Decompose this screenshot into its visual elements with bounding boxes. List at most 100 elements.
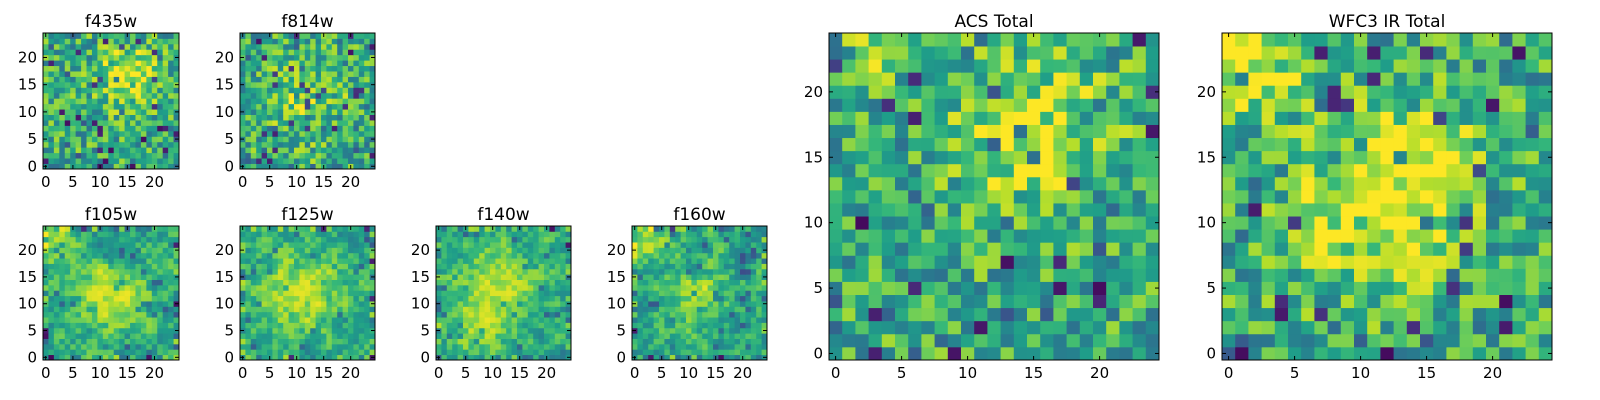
heatmap-cell <box>961 242 975 256</box>
heatmap-cell <box>1354 255 1368 269</box>
heatmap-cell <box>723 317 730 323</box>
heatmap-cell <box>53 306 60 313</box>
heatmap-cell <box>473 354 480 361</box>
heatmap-cell <box>1248 307 1262 322</box>
heatmap-cell <box>140 152 147 159</box>
heatmap-cell <box>1340 189 1355 204</box>
heatmap-cell <box>261 43 268 50</box>
heatmap-cell <box>895 176 909 191</box>
heatmap-cell <box>463 343 469 350</box>
heatmap-cell <box>436 242 442 248</box>
heatmap-cell <box>1512 294 1526 309</box>
heatmap-cell <box>173 317 180 323</box>
x-tick-label: 15 <box>706 364 725 382</box>
heatmap-cell <box>140 268 147 275</box>
heatmap-cell <box>299 163 306 170</box>
heatmap-cell <box>1538 281 1553 295</box>
heatmap-cell <box>1106 72 1120 86</box>
heatmap-cell <box>490 242 496 248</box>
heatmap-cell <box>261 343 268 350</box>
heatmap-cell <box>173 226 180 232</box>
heatmap-cell <box>294 98 300 105</box>
heatmap-cell <box>261 236 268 243</box>
heatmap-cell <box>146 81 153 88</box>
heatmap-cell <box>353 263 360 270</box>
heatmap-cell <box>97 54 104 61</box>
heatmap-cell <box>669 349 676 356</box>
heatmap-cell <box>288 147 295 154</box>
heatmap-cell <box>75 349 82 356</box>
heatmap-cell <box>140 130 147 137</box>
heatmap-cell <box>272 152 279 159</box>
heatmap-cell <box>245 81 252 88</box>
heatmap-cell <box>342 242 349 248</box>
heatmap-cell <box>272 231 279 238</box>
heatmap-cell <box>173 158 180 164</box>
heatmap-cell <box>135 38 142 45</box>
heatmap-cell <box>157 76 164 83</box>
heatmap-cell <box>637 322 644 329</box>
heatmap-cell <box>490 252 496 259</box>
heatmap-cell <box>1301 242 1315 256</box>
heatmap-cell <box>53 322 60 329</box>
heatmap-cell <box>353 147 360 154</box>
heatmap-cell <box>283 60 289 67</box>
heatmap-cell <box>565 317 572 323</box>
heatmap-cell <box>369 71 376 77</box>
heatmap-cell <box>921 333 935 348</box>
heatmap-cell <box>446 295 453 302</box>
heatmap-cell <box>162 226 169 232</box>
heatmap-cell <box>113 136 120 143</box>
heatmap-cell <box>337 263 343 270</box>
heatmap-cell <box>1053 33 1067 47</box>
heatmap-cell <box>261 147 268 154</box>
heatmap-cell <box>560 349 566 356</box>
heatmap-cell <box>1538 242 1553 256</box>
panel-title: f125w <box>281 205 333 225</box>
heatmap-cell <box>108 311 115 318</box>
heatmap-cell <box>648 295 654 302</box>
heatmap-cell <box>659 242 665 248</box>
heatmap-cell <box>288 71 295 77</box>
heatmap-cell <box>522 317 529 323</box>
heatmap-cell <box>337 322 343 329</box>
heatmap-cell <box>364 114 370 121</box>
x-tick-label: 20 <box>341 173 360 191</box>
heatmap-cell <box>157 49 164 56</box>
heatmap-cell <box>315 274 322 280</box>
heatmap-cell <box>315 114 322 121</box>
heatmap-cell <box>59 301 66 307</box>
heatmap-cell <box>267 125 273 132</box>
heatmap-cell <box>130 120 136 126</box>
heatmap-cell <box>358 43 365 50</box>
heatmap-cell <box>527 354 534 361</box>
heatmap-cell <box>745 242 752 248</box>
heatmap-cell <box>294 268 300 275</box>
heatmap-cell <box>304 242 311 248</box>
heatmap-cell <box>245 120 252 126</box>
heatmap-cell <box>168 136 174 143</box>
heatmap-cell <box>702 311 708 318</box>
heatmap-cell <box>756 306 762 313</box>
heatmap-cell <box>70 147 77 154</box>
heatmap-cell <box>358 125 365 132</box>
heatmap-cell <box>64 163 71 170</box>
heatmap-cell <box>130 226 136 232</box>
heatmap-cell <box>267 141 273 148</box>
heatmap-cell <box>91 247 98 254</box>
heatmap-cell <box>842 229 856 243</box>
heatmap-cell <box>533 274 539 280</box>
heatmap-cell <box>348 317 354 323</box>
heatmap-cell <box>108 54 115 61</box>
heatmap-cell <box>686 322 692 329</box>
heatmap-cell <box>881 320 896 335</box>
heatmap-cell <box>130 87 136 94</box>
heatmap-cell <box>113 54 120 61</box>
heatmap-cell <box>113 147 120 154</box>
heatmap-cell <box>680 343 687 350</box>
heatmap-cell <box>364 98 370 105</box>
heatmap-cell <box>468 231 475 238</box>
heatmap-cell <box>446 231 453 238</box>
heatmap-cell <box>1040 333 1054 348</box>
heatmap-cell <box>750 333 757 339</box>
